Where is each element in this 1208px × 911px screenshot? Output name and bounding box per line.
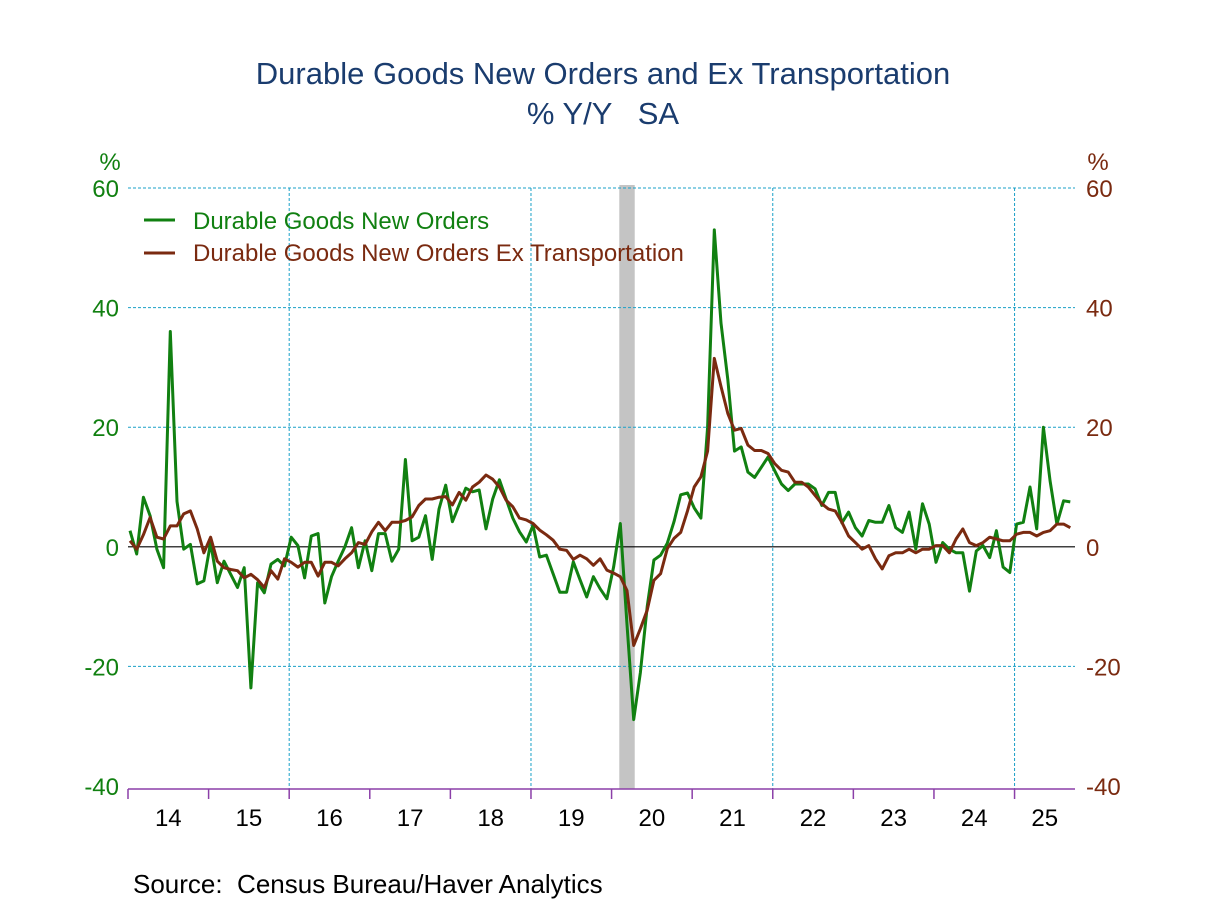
right-axis-unit: % [1087,149,1108,176]
x-tick-label: 23 [880,805,907,832]
x-tick-label: 14 [155,805,182,832]
y-tick-label-left: -20 [84,654,119,681]
y-tick-label-right: 40 [1086,296,1113,323]
y-tick-label-right: 20 [1086,415,1113,442]
recession-bar [619,185,635,789]
x-tick-label: 15 [236,805,263,832]
legend: Durable Goods New Orders Durable Goods N… [144,208,684,267]
x-tick-label: 17 [397,805,424,832]
x-tick-label: 16 [316,805,343,832]
y-tick-label-left: -40 [84,774,119,801]
x-tick-label: 24 [961,805,988,832]
series-line-durable-goods [128,228,1071,722]
x-tick-label: 20 [639,805,666,832]
y-tick-label-left: 60 [92,176,119,203]
series-line-ex-transportation [128,356,1072,647]
x-tick-label: 25 [1031,805,1058,832]
x-tick-label: 22 [800,805,827,832]
left-axis-unit: % [99,149,120,176]
y-tick-label-right: 60 [1086,176,1113,203]
x-tick-label: 18 [477,805,504,832]
legend-label-ex-transportation: Durable Goods New Orders Ex Transportati… [193,240,684,267]
x-tick-label: 19 [558,805,585,832]
chart-title: Durable Goods New Orders and Ex Transpor… [256,56,950,91]
recession-shading-layer [619,185,635,789]
legend-label-durable-goods: Durable Goods New Orders [193,208,489,235]
y-tick-label-right: 0 [1086,535,1099,562]
x-axis: 14 15 16 17 18 19 20 21 22 23 24 25 [127,788,1075,832]
y-tick-label-right: -20 [1086,654,1121,681]
y-tick-label-right: -40 [1086,774,1121,801]
y-tick-label-left: 20 [92,415,119,442]
grid-layer [128,187,1075,789]
series-layer [128,228,1072,722]
chart-subtitle: % Y/Y SA [527,96,680,131]
y-tick-label-left: 40 [92,296,119,323]
y-tick-label-left: 0 [106,535,119,562]
y-tick-labels: 60 60 40 40 20 20 0 0 -20 -20 -40 -40 [84,176,1120,801]
source-note: Source: Census Bureau/Haver Analytics [133,869,603,899]
x-tick-label: 21 [719,805,746,832]
